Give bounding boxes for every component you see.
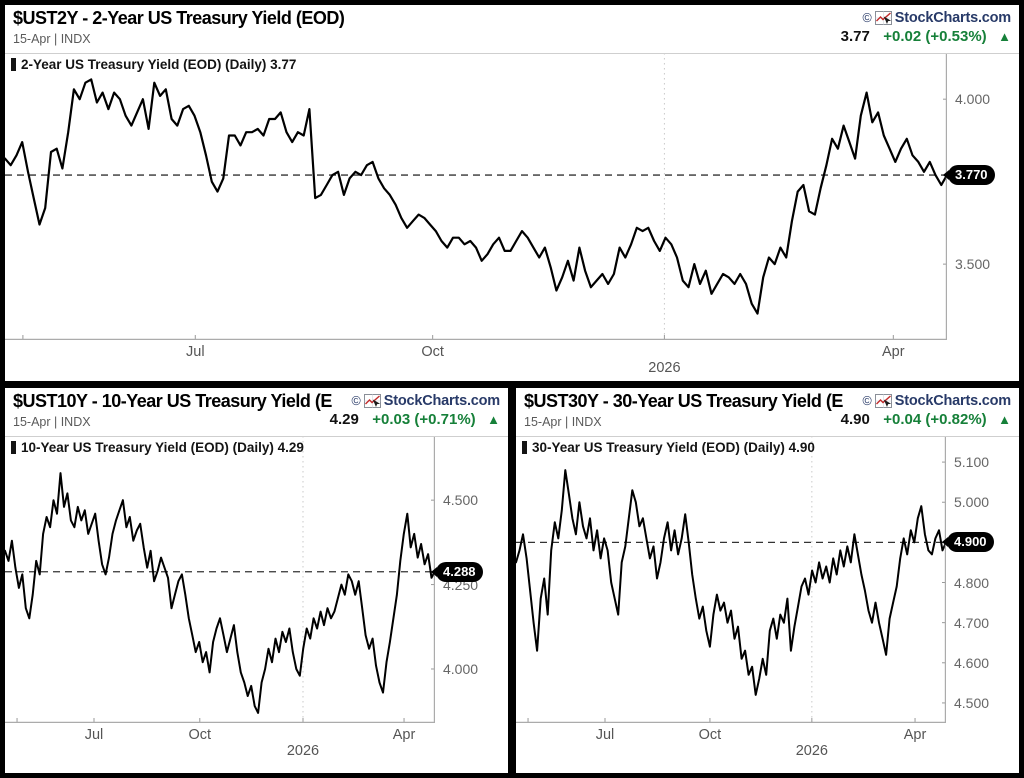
series-legend: 2-Year US Treasury Yield (EOD) (Daily) 3… <box>11 57 296 72</box>
y-axis-label: 4.000 <box>955 91 991 108</box>
chart-panel-ust2y: $UST2Y - 2-Year US Treasury Yield (EOD) … <box>5 5 1019 381</box>
y-axis-label: 3.500 <box>955 256 991 273</box>
x-axis-label: Jul <box>595 727 615 743</box>
stockcharts-chart-icon <box>874 10 892 25</box>
chart-panel-ust30y: $UST30Y - 30-Year US Treasury Yield (E 1… <box>516 388 1019 773</box>
legend-marker-icon <box>11 441 16 454</box>
series-legend-label: 10-Year US Treasury Yield (EOD) (Daily) … <box>21 440 304 455</box>
series-legend: 10-Year US Treasury Yield (EOD) (Daily) … <box>11 440 304 455</box>
legend-marker-icon <box>11 58 16 71</box>
stockcharts-logo[interactable]: © StockCharts.com <box>330 391 501 410</box>
x-axis-label: Apr <box>882 344 905 360</box>
price-line-chart <box>516 436 946 723</box>
last-price-label: 3.770 <box>948 165 995 186</box>
chart-panel-ust10y: $UST10Y - 10-Year US Treasury Yield (E 1… <box>5 388 508 773</box>
y-axis-label: 4.000 <box>443 660 479 677</box>
y-axis-label: 4.800 <box>954 574 990 591</box>
x-axis-label: Jul <box>186 344 205 360</box>
stockcharts-wordmark: StockCharts.com <box>894 9 1011 26</box>
panel-header: $UST2Y - 2-Year US Treasury Yield (EOD) … <box>5 5 1019 54</box>
chart-subtitle: 15-Apr | INDX <box>524 415 602 429</box>
last-price-label-text: 3.770 <box>955 167 988 183</box>
stockcharts-wordmark: StockCharts.com <box>383 392 500 409</box>
series-legend: 30-Year US Treasury Yield (EOD) (Daily) … <box>522 440 815 455</box>
chart-subtitle: 15-Apr | INDX <box>13 32 91 46</box>
x-axis-label: Oct <box>421 344 444 360</box>
up-triangle-icon: ▲ <box>487 412 500 427</box>
last-price: 4.90 <box>840 411 870 428</box>
stockcharts-wordmark: StockCharts.com <box>894 392 1011 409</box>
y-axis-label: 5.100 <box>954 454 990 471</box>
quote-line: 4.29 +0.03 (+0.71%) ▲ <box>330 410 500 430</box>
x-axis-label: 2026 <box>286 743 320 759</box>
legend-marker-icon <box>522 441 527 454</box>
panel-header: $UST30Y - 30-Year US Treasury Yield (E 1… <box>516 388 1019 437</box>
series-legend-label: 30-Year US Treasury Yield (EOD) (Daily) … <box>532 440 815 455</box>
x-axis-label: Oct <box>188 727 212 743</box>
stockcharts-logo[interactable]: © StockCharts.com <box>841 391 1012 410</box>
chart-title: $UST10Y - 10-Year US Treasury Yield (E <box>13 391 332 411</box>
y-axis-label: 4.500 <box>443 492 479 509</box>
x-axis-label: Jul <box>84 727 104 743</box>
copyright-symbol: © <box>862 393 872 408</box>
y-axis-label: 4.700 <box>954 614 990 631</box>
x-axis-label: Apr <box>392 727 416 743</box>
y-axis-label: 4.600 <box>954 654 990 671</box>
price-line-chart <box>5 436 435 723</box>
up-triangle-icon: ▲ <box>998 29 1011 44</box>
quote-line: 3.77 +0.02 (+0.53%) ▲ <box>841 27 1011 47</box>
last-price: 4.29 <box>329 411 359 428</box>
series-legend-label: 2-Year US Treasury Yield (EOD) (Daily) 3… <box>21 57 297 72</box>
x-axis-label: Apr <box>903 727 927 743</box>
last-price-label: 4.900 <box>947 532 994 553</box>
quote-line: 4.90 +0.04 (+0.82%) ▲ <box>841 410 1011 430</box>
x-axis-label: 2026 <box>795 743 828 759</box>
price-line-chart <box>5 53 947 340</box>
x-axis-label: Oct <box>698 727 722 743</box>
last-price-label-text: 4.900 <box>954 534 987 550</box>
stockcharts-logo[interactable]: © StockCharts.com <box>841 8 1012 27</box>
copyright-symbol: © <box>862 10 872 25</box>
stockcharts-chart-icon <box>363 393 381 408</box>
stockcharts-chart-icon <box>874 393 892 408</box>
chart-title: $UST2Y - 2-Year US Treasury Yield (EOD) <box>13 8 345 28</box>
price-change: +0.02 (+0.53%) <box>883 28 987 45</box>
x-axis-label: 2026 <box>648 360 681 376</box>
y-axis-label: 4.500 <box>954 694 990 711</box>
last-price-label-text: 4.288 <box>443 563 476 579</box>
last-price: 3.77 <box>840 28 870 45</box>
panel-header: $UST10Y - 10-Year US Treasury Yield (E 1… <box>5 388 508 437</box>
price-change: +0.03 (+0.71%) <box>372 411 476 428</box>
up-triangle-icon: ▲ <box>998 412 1011 427</box>
y-axis-label: 5.000 <box>954 494 990 511</box>
chart-title: $UST30Y - 30-Year US Treasury Yield (E <box>524 391 843 411</box>
last-price-label: 4.288 <box>436 561 483 582</box>
chart-subtitle: 15-Apr | INDX <box>13 415 91 429</box>
price-change: +0.04 (+0.82%) <box>883 411 987 428</box>
copyright-symbol: © <box>351 393 361 408</box>
